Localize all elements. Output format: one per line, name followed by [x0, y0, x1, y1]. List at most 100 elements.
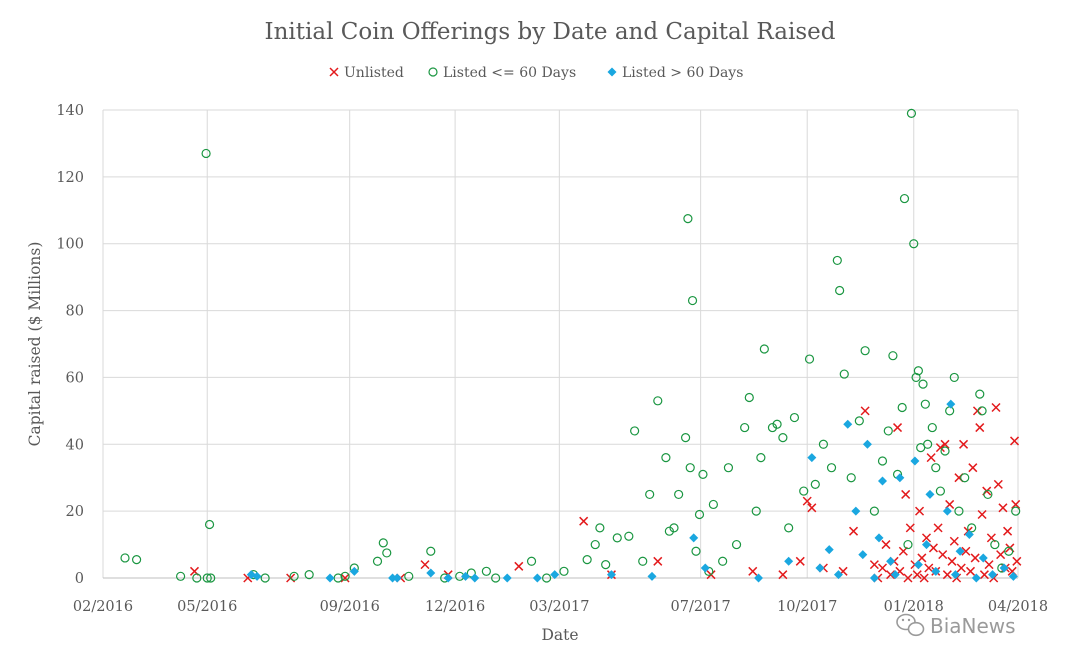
point-listed-over-60-days — [502, 573, 512, 583]
point-unlisted — [1012, 556, 1022, 566]
point-listed-over-60-days — [700, 563, 710, 573]
point-listed-within-60-days — [1004, 546, 1014, 556]
point-unlisted — [901, 489, 911, 499]
point-listed-over-60-days — [964, 530, 974, 540]
point-listed-within-60-days — [759, 344, 769, 354]
point-listed-within-60-days — [756, 453, 766, 463]
point-unlisted — [968, 463, 978, 473]
point-listed-over-60-days — [922, 540, 931, 550]
point-listed-over-60-days — [470, 573, 480, 583]
point-listed-within-60-days — [789, 412, 800, 423]
point-unlisted — [970, 553, 980, 563]
point-listed-over-60-days — [886, 556, 896, 566]
point-listed-over-60-days — [815, 563, 825, 573]
x-tick-label: 10/2017 — [777, 599, 837, 615]
point-unlisted — [912, 570, 922, 580]
point-listed-within-60-days — [559, 566, 569, 576]
point-unlisted — [938, 550, 948, 560]
point-listed-over-60-days — [988, 570, 998, 580]
point-listed-within-60-days — [923, 439, 933, 449]
point-listed-within-60-days — [854, 416, 864, 426]
x-tick-label: 01/2018 — [884, 599, 944, 615]
point-unlisted — [807, 503, 817, 513]
point-unlisted — [959, 439, 969, 449]
point-listed-within-60-days — [426, 546, 436, 556]
legend: Unlisted Listed <= 60 Days Listed > 60 D… — [329, 65, 743, 81]
legend-item-listed-within-60-days: Listed <= 60 Days — [428, 65, 576, 81]
point-listed-within-60-days — [526, 556, 537, 566]
point-listed-within-60-days — [839, 369, 849, 379]
point-listed-within-60-days — [638, 556, 648, 566]
y-tick-label: 80 — [66, 304, 84, 320]
point-listed-over-60-days — [869, 573, 879, 583]
point-listed-over-60-days — [978, 553, 988, 563]
point-unlisted — [514, 561, 524, 571]
point-listed-over-60-days — [895, 473, 905, 483]
point-listed-within-60-days — [860, 346, 870, 356]
point-listed-over-60-days — [325, 573, 335, 583]
point-listed-within-60-days — [846, 473, 856, 483]
point-listed-within-60-days — [192, 573, 202, 583]
point-unlisted — [881, 540, 891, 550]
point-listed-within-60-days — [661, 453, 671, 463]
point-listed-within-60-days — [491, 573, 501, 583]
legend-item-unlisted: Unlisted — [329, 65, 404, 81]
point-listed-within-60-days — [920, 399, 930, 409]
x-tick-label: 04/2018 — [988, 599, 1048, 615]
chart-title: Initial Coin Offerings by Date and Capit… — [265, 19, 836, 45]
point-listed-within-60-days — [601, 560, 611, 570]
y-tick-label: 140 — [56, 103, 84, 119]
point-listed-within-60-days — [744, 392, 754, 403]
point-listed-over-60-days — [426, 568, 436, 578]
point-listed-over-60-days — [942, 506, 952, 516]
x-tick-label: 02/2016 — [73, 599, 133, 615]
point-listed-within-60-days — [954, 506, 964, 516]
y-axis: 0 20 40 60 80 100 120 140 — [56, 103, 84, 587]
point-unlisted — [893, 423, 903, 433]
point-unlisted — [984, 560, 994, 570]
point-listed-within-60-days — [382, 548, 392, 558]
point-listed-over-60-days — [647, 571, 657, 581]
point-listed-over-60-days — [833, 570, 843, 580]
point-listed-over-60-days — [925, 489, 935, 499]
point-listed-within-60-days — [931, 463, 941, 473]
point-listed-over-60-days — [910, 456, 920, 466]
watermark: BiaNews — [896, 613, 1016, 638]
series-unlisted — [189, 402, 1022, 583]
watermark-text: BiaNews — [930, 614, 1016, 638]
point-unlisted — [975, 423, 985, 433]
point-listed-within-60-days — [653, 396, 663, 406]
point-listed-over-60-days — [532, 573, 542, 583]
point-listed-over-60-days — [955, 546, 965, 556]
point-unlisted — [991, 402, 1001, 413]
point-listed-within-60-days — [590, 539, 600, 550]
point-unlisted — [972, 406, 982, 416]
series-listed-within-60-days — [120, 108, 1021, 583]
point-listed-over-60-days — [890, 570, 900, 580]
point-listed-within-60-days — [990, 539, 1000, 550]
point-unlisted — [940, 439, 950, 449]
legend-label-listed-within-60-days: Listed <= 60 Days — [443, 65, 576, 81]
point-listed-over-60-days — [877, 476, 887, 486]
point-listed-within-60-days — [772, 419, 782, 429]
point-listed-within-60-days — [903, 539, 913, 550]
point-listed-within-60-days — [977, 406, 987, 416]
point-listed-within-60-days — [1011, 506, 1021, 516]
point-listed-within-60-days — [983, 489, 993, 500]
point-unlisted — [748, 566, 758, 576]
point-listed-within-60-days — [751, 506, 761, 516]
point-listed-within-60-days — [835, 285, 845, 296]
point-listed-within-60-days — [960, 473, 970, 483]
y-axis-title: Capital raised ($ Millions) — [26, 242, 44, 447]
point-listed-over-60-days — [946, 399, 956, 409]
gridlines — [102, 109, 1019, 578]
point-listed-within-60-days — [372, 556, 383, 566]
point-unlisted — [802, 496, 812, 506]
point-listed-within-60-days — [804, 354, 815, 364]
point-listed-within-60-days — [810, 479, 820, 489]
x-axis-title: Date — [541, 626, 578, 644]
point-unlisted — [993, 479, 1003, 489]
point-listed-over-60-days — [999, 563, 1009, 573]
point-unlisted — [579, 516, 589, 526]
